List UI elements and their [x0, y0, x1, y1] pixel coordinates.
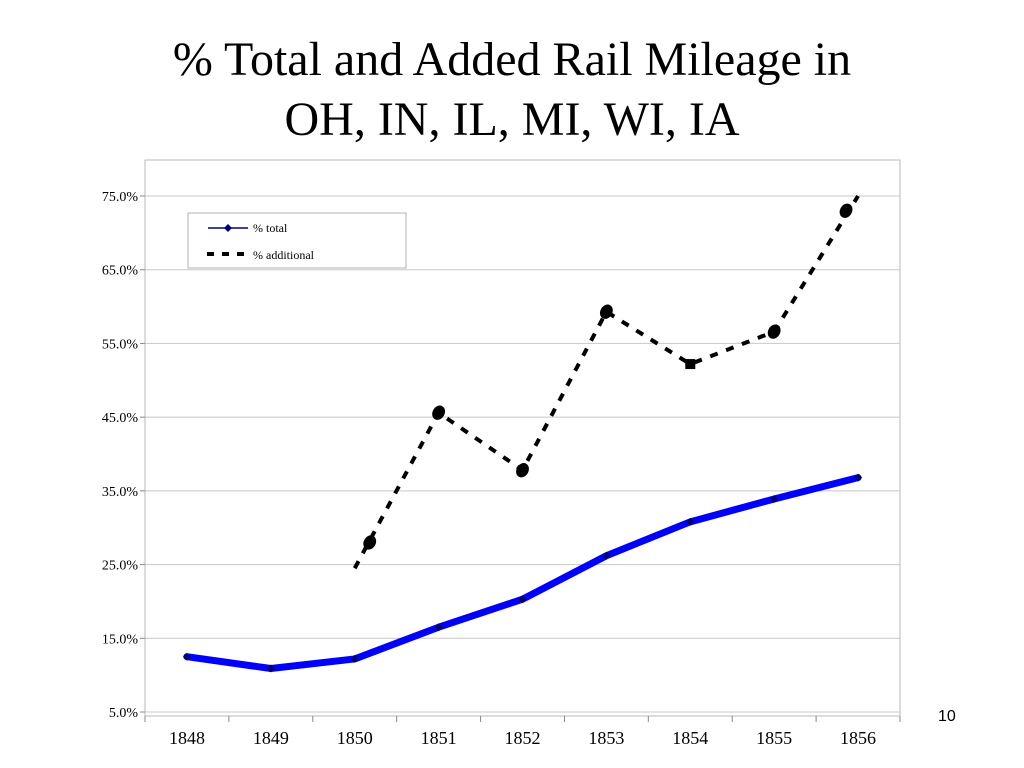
y-tick-label: 55.0%	[102, 337, 139, 352]
y-tick-label: 45.0%	[102, 411, 139, 426]
point-total	[434, 623, 443, 632]
point-additional	[432, 405, 446, 420]
x-tick-label: 1854	[672, 728, 708, 748]
legend-box	[187, 212, 407, 269]
point-total	[266, 664, 275, 673]
point-total	[686, 517, 695, 526]
point-total	[854, 473, 863, 482]
y-tick-label: 25.0%	[102, 559, 139, 574]
point-additional	[839, 203, 853, 218]
legend-marker-total	[224, 224, 232, 232]
point-total	[182, 652, 191, 661]
y-tick-label: 35.0%	[102, 485, 139, 500]
point-total	[602, 551, 611, 560]
slide-title: % Total and Added Rail Mileage in OH, IN…	[0, 30, 1024, 150]
point-additional	[767, 324, 781, 339]
page-number: 10	[938, 708, 956, 725]
point-additional	[363, 535, 377, 550]
point-additional	[516, 463, 529, 478]
point-additional	[685, 359, 696, 370]
y-tick-label: 5.0%	[109, 706, 139, 721]
legend-label-total: % total	[253, 221, 288, 235]
slide-title-line-2: OH, IN, IL, MI, WI, IA	[284, 93, 740, 146]
point-total	[350, 654, 359, 663]
y-tick-label: 65.0%	[102, 264, 139, 279]
y-tick-label: 75.0%	[102, 190, 139, 205]
slide-title-line-1: % Total and Added Rail Mileage in	[172, 33, 852, 86]
x-tick-label: 1848	[169, 728, 205, 748]
x-tick-label: 1853	[588, 728, 624, 748]
point-total	[518, 595, 527, 604]
x-tick-label: 1851	[421, 728, 457, 748]
x-tick-label: 1855	[756, 728, 792, 748]
x-tick-label: 1849	[253, 728, 289, 748]
x-tick-label: 1856	[840, 728, 876, 748]
x-tick-label: 1852	[505, 728, 541, 748]
y-tick-label: 15.0%	[102, 632, 139, 647]
chart-legend: % total % additional	[187, 212, 407, 269]
point-additional	[599, 304, 613, 319]
point-total	[770, 494, 779, 503]
legend-label-additional: % additional	[253, 248, 315, 262]
x-tick-label: 1850	[337, 728, 373, 748]
